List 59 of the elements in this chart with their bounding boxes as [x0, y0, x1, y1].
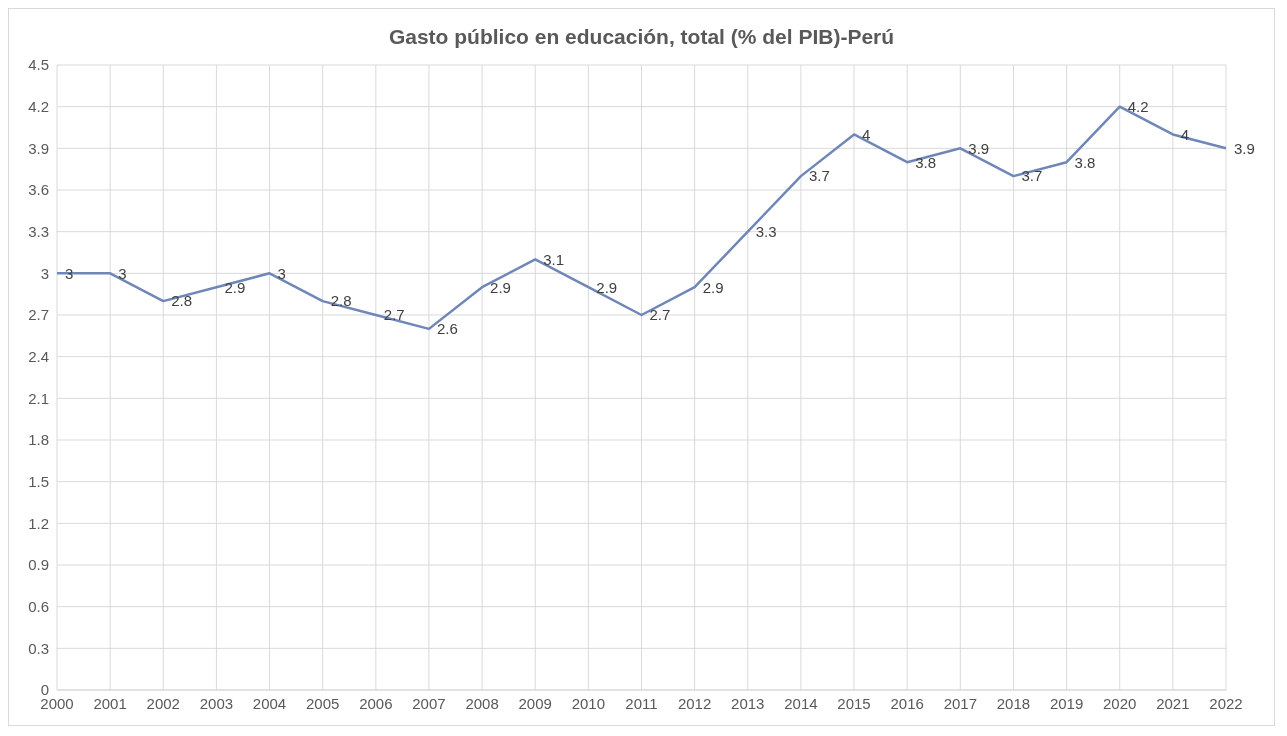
y-tick-label: 3 [40, 264, 49, 282]
x-tick-label: 2013 [731, 694, 765, 712]
data-label: 3.8 [915, 153, 937, 171]
y-tick-label: 0.9 [28, 556, 49, 574]
x-tick-label: 2009 [518, 694, 552, 712]
data-label: 3.9 [968, 139, 990, 157]
y-tick-label: 3.6 [28, 181, 49, 199]
x-tick-label: 2008 [465, 694, 499, 712]
x-tick-label: 2018 [996, 694, 1031, 712]
data-label: 2.9 [596, 278, 618, 296]
data-label: 2.7 [383, 306, 405, 324]
x-tick-label: 2015 [837, 694, 871, 712]
y-tick-label: 1.5 [28, 472, 49, 490]
data-label: 2.7 [649, 306, 671, 324]
y-tick-label: 4.2 [28, 97, 49, 115]
data-label: 3.8 [1074, 153, 1096, 171]
y-tick-label: 1.2 [28, 514, 49, 532]
data-label: 4 [862, 125, 871, 143]
y-tick-label: 2.1 [28, 389, 49, 407]
x-tick-label: 2021 [1156, 694, 1190, 712]
chart-title: Gasto público en educación, total (% del PIB)-Perú [387, 24, 896, 50]
data-label: 3.3 [755, 222, 777, 240]
data-label: 2.6 [436, 320, 458, 338]
x-tick-label: 2012 [677, 694, 712, 712]
x-tick-label: 2017 [943, 694, 978, 712]
y-tick-label: 3.3 [28, 222, 49, 240]
x-tick-label: 2014 [784, 694, 818, 712]
data-label: 4.2 [1127, 97, 1149, 115]
x-tick-label: 2019 [1049, 694, 1084, 712]
y-tick-label: 0.3 [28, 639, 49, 657]
y-tick-label: 4.5 [28, 56, 49, 74]
x-tick-label: 2022 [1209, 694, 1243, 712]
data-label: 3.7 [808, 167, 830, 185]
x-tick-label: 2011 [625, 694, 658, 712]
data-label: 3 [118, 264, 127, 282]
data-label: 2.8 [330, 292, 352, 310]
data-label: 3.7 [1021, 167, 1043, 185]
y-tick-label: 0.6 [28, 597, 49, 615]
x-tick-label: 2003 [199, 694, 234, 712]
x-tick-label: 2007 [412, 694, 446, 712]
y-tick-label: 2.4 [28, 347, 49, 365]
x-tick-label: 2001 [93, 694, 127, 712]
x-tick-label: 2020 [1103, 694, 1137, 712]
x-tick-label: 2010 [571, 694, 606, 712]
data-label: 3.9 [1234, 139, 1255, 157]
x-tick-label: 2004 [252, 694, 287, 712]
x-tick-label: 2006 [359, 694, 393, 712]
data-label: 2.9 [702, 278, 724, 296]
data-label: 3.1 [543, 250, 565, 268]
x-tick-label: 2016 [890, 694, 924, 712]
x-tick-label: 2005 [305, 694, 340, 712]
data-label: 2.8 [171, 292, 193, 310]
y-tick-label: 1.8 [28, 431, 49, 449]
y-tick-label: 3.9 [28, 139, 49, 157]
y-tick-label: 2.7 [28, 306, 49, 324]
data-label: 2.9 [490, 278, 511, 296]
x-tick-label: 2002 [146, 694, 180, 712]
data-label: 3 [277, 264, 286, 282]
data-label: 2.9 [224, 278, 246, 296]
